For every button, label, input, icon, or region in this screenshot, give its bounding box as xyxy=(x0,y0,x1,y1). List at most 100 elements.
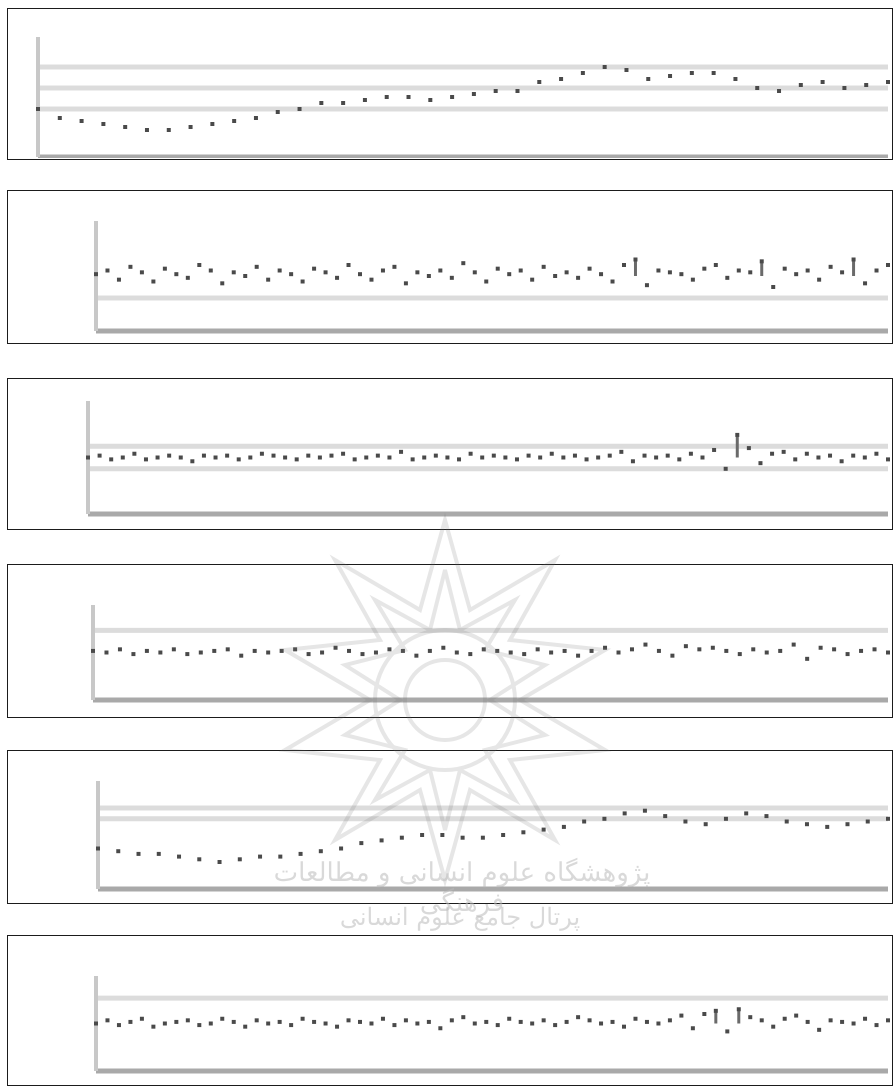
data-point xyxy=(656,268,661,273)
data-point xyxy=(865,819,870,824)
data-point xyxy=(589,648,594,653)
chart-panel-1 xyxy=(7,8,893,160)
data-point xyxy=(346,1018,351,1023)
data-point xyxy=(97,453,102,458)
data-point xyxy=(702,266,707,271)
data-point xyxy=(572,453,577,458)
data-point xyxy=(101,122,106,126)
data-point xyxy=(323,270,328,275)
data-point xyxy=(323,1021,328,1026)
data-point xyxy=(454,650,459,655)
data-point xyxy=(403,1018,408,1023)
data-point xyxy=(677,457,682,462)
data-point xyxy=(480,835,485,840)
data-point xyxy=(491,453,496,458)
data-point xyxy=(521,830,526,835)
data-point xyxy=(553,1023,558,1028)
data-point xyxy=(683,644,688,649)
data-point xyxy=(358,272,362,277)
chart-panel-6 xyxy=(7,935,893,1086)
data-point xyxy=(358,1019,362,1024)
data-point xyxy=(864,83,869,87)
data-point xyxy=(851,1021,856,1026)
data-point xyxy=(258,854,263,859)
data-point xyxy=(320,650,325,655)
data-point xyxy=(816,455,821,460)
data-point xyxy=(630,459,635,464)
data-point xyxy=(656,1021,661,1026)
data-point xyxy=(185,1018,190,1023)
data-point xyxy=(839,459,844,464)
data-point xyxy=(341,451,346,456)
data-point xyxy=(460,835,465,840)
data-point xyxy=(306,652,311,657)
data-point xyxy=(777,89,782,93)
data-point xyxy=(392,1023,397,1028)
data-point xyxy=(231,1019,236,1024)
data-point xyxy=(733,77,738,81)
data-point xyxy=(629,647,634,652)
data-point xyxy=(208,1021,213,1026)
data-point xyxy=(744,811,749,816)
data-point xyxy=(794,1013,799,1018)
data-point xyxy=(471,92,476,96)
data-point xyxy=(798,83,803,87)
data-point xyxy=(289,1023,294,1028)
data-point xyxy=(339,846,344,851)
data-point xyxy=(642,453,647,458)
data-point xyxy=(420,833,425,837)
watermark-text-2: پرتال جامع علوم انسانی xyxy=(339,903,581,931)
data-point xyxy=(139,270,144,275)
data-point xyxy=(549,650,554,655)
data-point xyxy=(158,650,163,655)
data-point xyxy=(842,86,847,90)
data-point xyxy=(364,455,369,460)
data-point xyxy=(863,281,868,286)
data-point xyxy=(279,648,284,653)
data-point xyxy=(782,1016,787,1021)
data-point xyxy=(139,1016,144,1021)
data-point xyxy=(400,648,405,653)
data-point xyxy=(748,1015,753,1020)
data-point xyxy=(683,819,688,824)
data-point xyxy=(646,77,651,81)
data-point xyxy=(335,275,340,280)
data-point xyxy=(725,275,730,280)
chart-panel-2 xyxy=(7,190,893,344)
data-point xyxy=(445,455,450,460)
data-point xyxy=(132,451,137,456)
data-point xyxy=(283,455,288,460)
data-point xyxy=(710,645,715,650)
data-point xyxy=(128,264,133,269)
data-point xyxy=(624,68,629,72)
data-point xyxy=(735,432,740,437)
data-point xyxy=(457,457,462,462)
data-point xyxy=(508,650,513,655)
data-point xyxy=(503,455,508,460)
data-point xyxy=(633,1016,638,1021)
data-point xyxy=(422,455,427,460)
data-point xyxy=(755,86,760,90)
data-point xyxy=(771,1024,776,1029)
data-point xyxy=(549,451,554,456)
data-point xyxy=(724,648,729,653)
data-point xyxy=(333,645,338,650)
data-point xyxy=(259,451,264,456)
data-point xyxy=(828,1018,833,1023)
data-point xyxy=(369,277,374,282)
data-point xyxy=(208,268,213,273)
data-point xyxy=(759,1018,764,1023)
data-point xyxy=(289,272,294,277)
data-point xyxy=(369,1021,374,1026)
chart-svg-4 xyxy=(91,605,890,703)
data-point xyxy=(643,642,648,647)
data-point xyxy=(759,259,764,264)
data-point xyxy=(703,822,708,827)
data-point xyxy=(171,647,176,652)
data-point xyxy=(347,648,352,653)
data-point xyxy=(387,647,392,652)
data-point xyxy=(622,1024,626,1029)
data-point xyxy=(243,274,248,278)
data-point xyxy=(440,833,445,837)
data-point xyxy=(271,453,276,458)
